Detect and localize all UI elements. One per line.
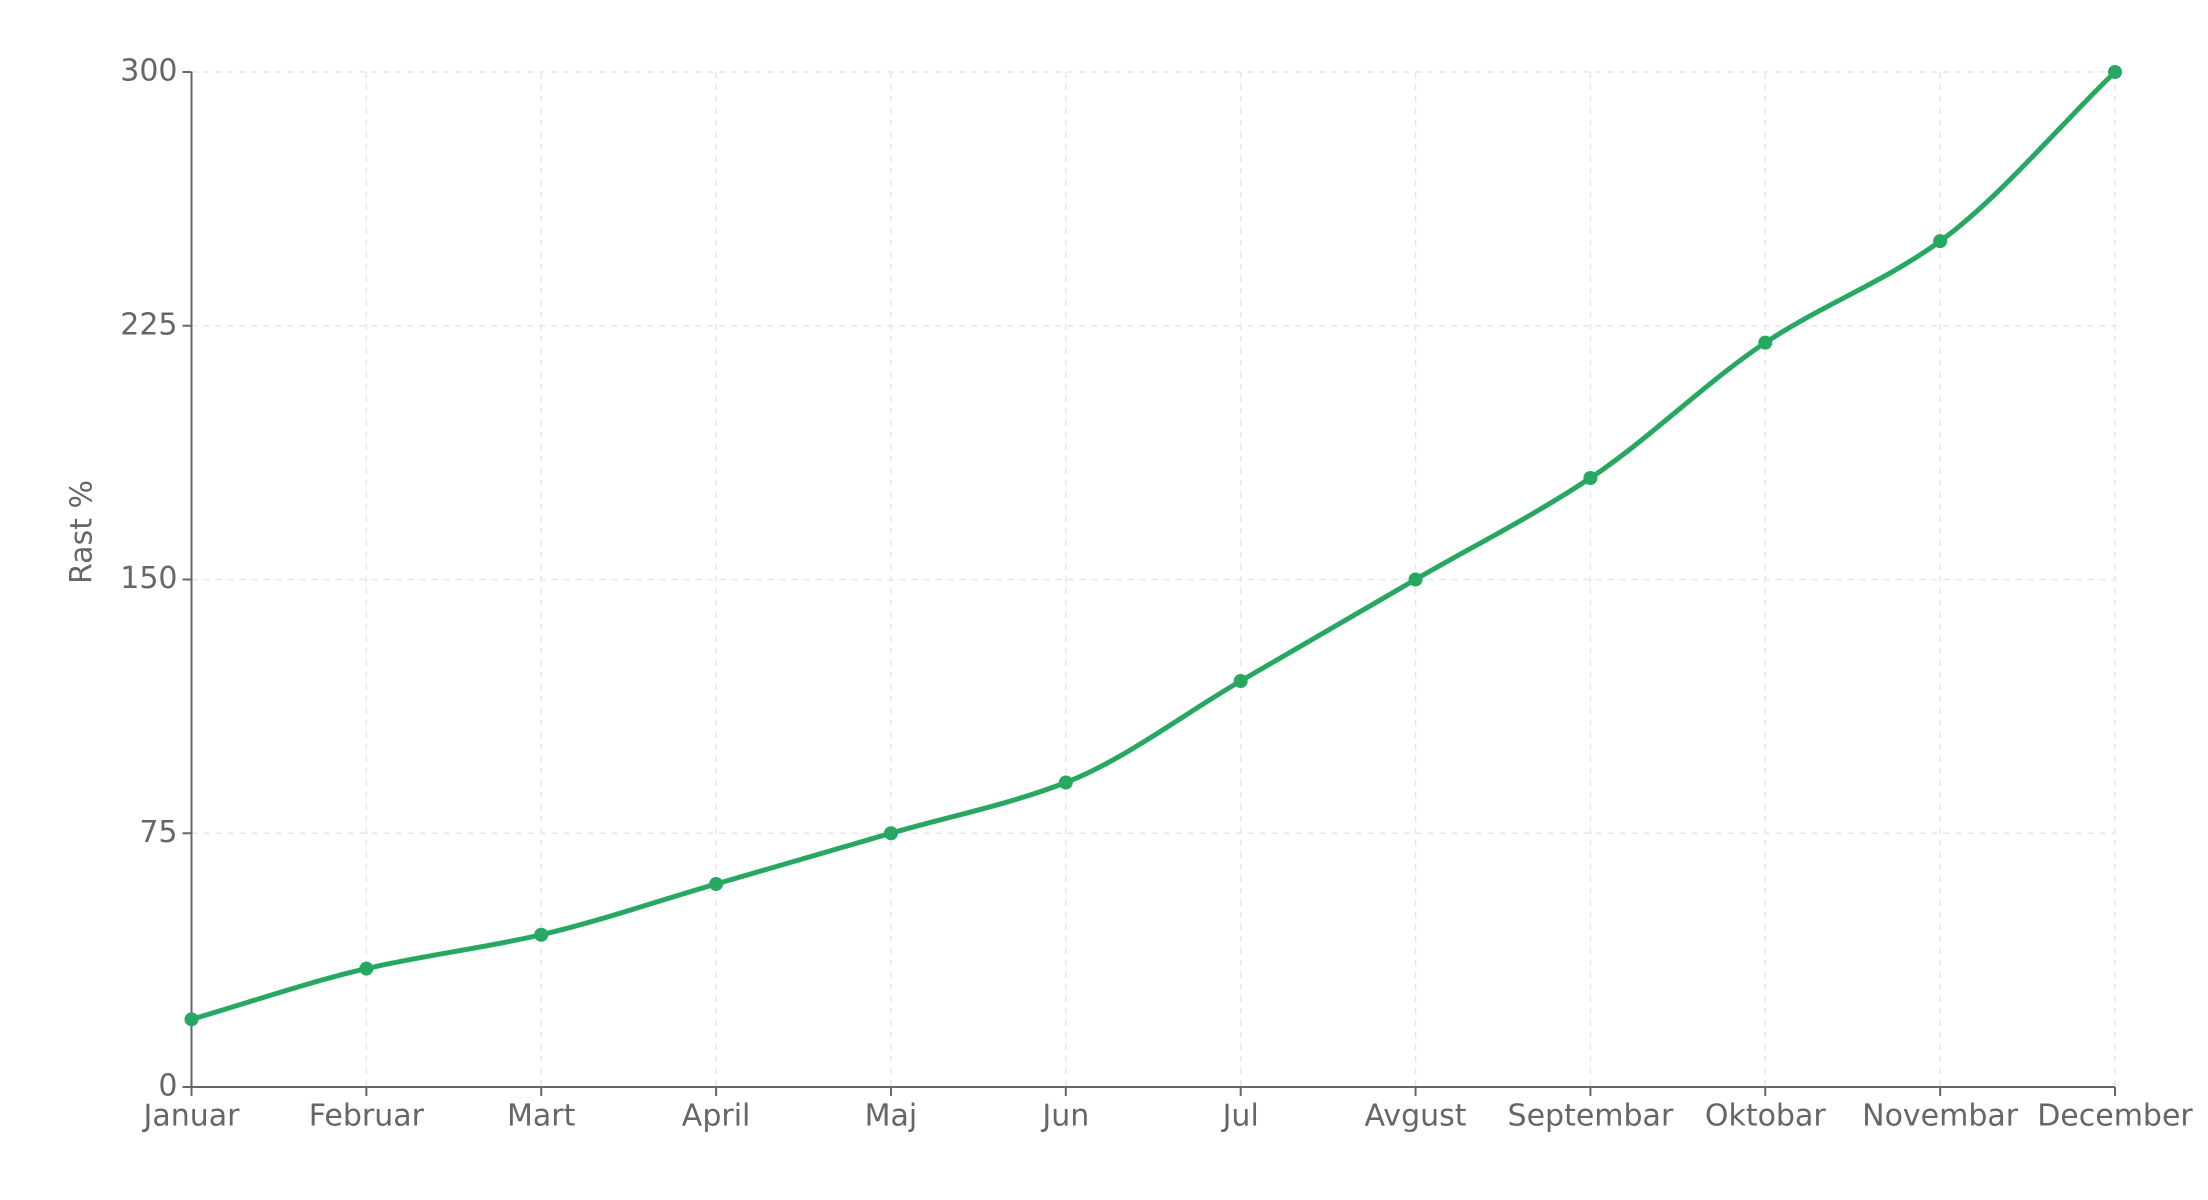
x-tick-label: Januar — [142, 1099, 241, 1134]
point — [534, 927, 549, 942]
y-tick-label: 300 — [120, 54, 177, 89]
y-tick-label: 75 — [139, 815, 177, 850]
point — [1758, 335, 1773, 350]
x-tick-label: Jun — [1040, 1099, 1089, 1134]
x-tick-label: Jul — [1221, 1099, 1259, 1134]
y-tick-label: 225 — [120, 307, 177, 342]
point — [709, 877, 724, 891]
line — [190, 70, 2117, 1022]
y-tick-label: 150 — [120, 561, 177, 596]
point — [883, 826, 898, 841]
x-tick-label: Novembar — [1862, 1099, 2019, 1134]
point — [1058, 775, 1073, 790]
point — [1933, 234, 1948, 249]
point — [184, 1012, 199, 1027]
x-tick-label: December — [2037, 1099, 2193, 1134]
x-tick-label: Avgust — [1365, 1099, 1467, 1134]
x-tick-label: Oktobar — [1705, 1099, 1827, 1134]
y-axis-label: Rast % — [65, 480, 100, 584]
x-tick-label: Maj — [865, 1099, 918, 1134]
y-tick-label: 0 — [158, 1069, 177, 1104]
x-tick-label: Februar — [309, 1099, 425, 1134]
x-tick-label: April — [682, 1099, 751, 1134]
point — [1408, 572, 1423, 587]
point — [1233, 674, 1248, 688]
point — [2108, 65, 2122, 79]
x-tick-label: Septembar — [1508, 1099, 1674, 1134]
x-tick-label: Mart — [507, 1099, 576, 1134]
point — [359, 961, 374, 976]
point — [1583, 471, 1598, 485]
